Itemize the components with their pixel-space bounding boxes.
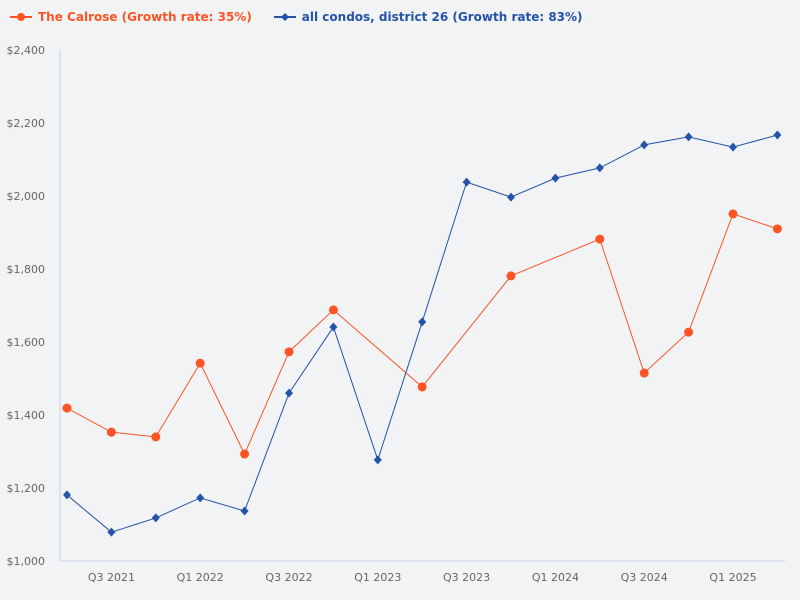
- data-point-circle: [639, 368, 649, 378]
- data-point-circle: [506, 271, 516, 281]
- data-point-diamond: [640, 140, 649, 150]
- y-tick-label: $2,000: [7, 190, 46, 203]
- data-point-diamond: [196, 493, 205, 503]
- data-point-circle: [417, 382, 427, 392]
- y-tick-label: $2,400: [7, 44, 46, 57]
- x-tick-label: Q1 2024: [532, 571, 579, 584]
- data-point-diamond: [63, 490, 71, 500]
- data-point-diamond: [373, 455, 382, 465]
- data-point-circle: [728, 209, 738, 219]
- legend-item-district[interactable]: all condos, district 26 (Growth rate: 83…: [273, 10, 583, 24]
- data-point-circle: [684, 327, 694, 337]
- data-point-diamond: [285, 388, 293, 398]
- data-point-circle: [151, 432, 161, 442]
- y-tick-label: $1,600: [7, 336, 46, 349]
- data-point-diamond: [107, 527, 116, 537]
- data-point-circle: [106, 427, 116, 437]
- legend-item-calrose[interactable]: The Calrose (Growth rate: 35%): [10, 10, 252, 24]
- data-point-circle: [772, 224, 782, 234]
- data-point-diamond: [729, 142, 737, 152]
- data-point-diamond: [462, 177, 471, 187]
- data-point-diamond: [418, 317, 427, 327]
- x-tick-label: Q1 2022: [177, 571, 224, 584]
- y-tick-label: $2,200: [7, 117, 46, 130]
- y-tick-label: $1,200: [7, 482, 46, 495]
- y-tick-label: $1,400: [7, 409, 46, 422]
- legend-label: all condos, district 26 (Growth rate: 83…: [301, 10, 583, 24]
- data-point-diamond: [240, 506, 249, 516]
- series-line-0: [66, 213, 778, 456]
- y-tick-label: $1,800: [7, 263, 46, 276]
- data-point-circle: [195, 358, 205, 368]
- data-point-circle: [328, 305, 338, 315]
- circle-marker-icon: [10, 13, 32, 21]
- y-tick-label: $1,000: [7, 555, 46, 568]
- data-point-circle: [62, 403, 72, 413]
- data-point-diamond: [507, 192, 515, 202]
- data-point-diamond: [151, 513, 160, 523]
- x-tick-label: Q3 2024: [621, 571, 668, 584]
- data-point-diamond: [551, 173, 560, 183]
- legend: The Calrose (Growth rate: 35%) all condo…: [10, 10, 583, 24]
- series-line-1: [66, 134, 778, 533]
- x-tick-label: Q1 2023: [354, 571, 401, 584]
- data-point-diamond: [329, 322, 338, 332]
- diamond-marker-icon: [273, 13, 296, 21]
- data-point-diamond: [684, 132, 693, 142]
- x-tick-label: Q3 2022: [265, 571, 312, 584]
- data-point-circle: [284, 347, 294, 357]
- data-point-diamond: [773, 130, 782, 140]
- data-point-circle: [595, 234, 605, 244]
- data-point-circle: [240, 449, 250, 459]
- x-tick-label: Q3 2023: [443, 571, 490, 584]
- data-point-diamond: [595, 163, 604, 173]
- legend-label: The Calrose (Growth rate: 35%): [38, 10, 252, 24]
- x-tick-label: Q3 2021: [88, 571, 135, 584]
- x-tick-label: Q1 2025: [709, 571, 756, 584]
